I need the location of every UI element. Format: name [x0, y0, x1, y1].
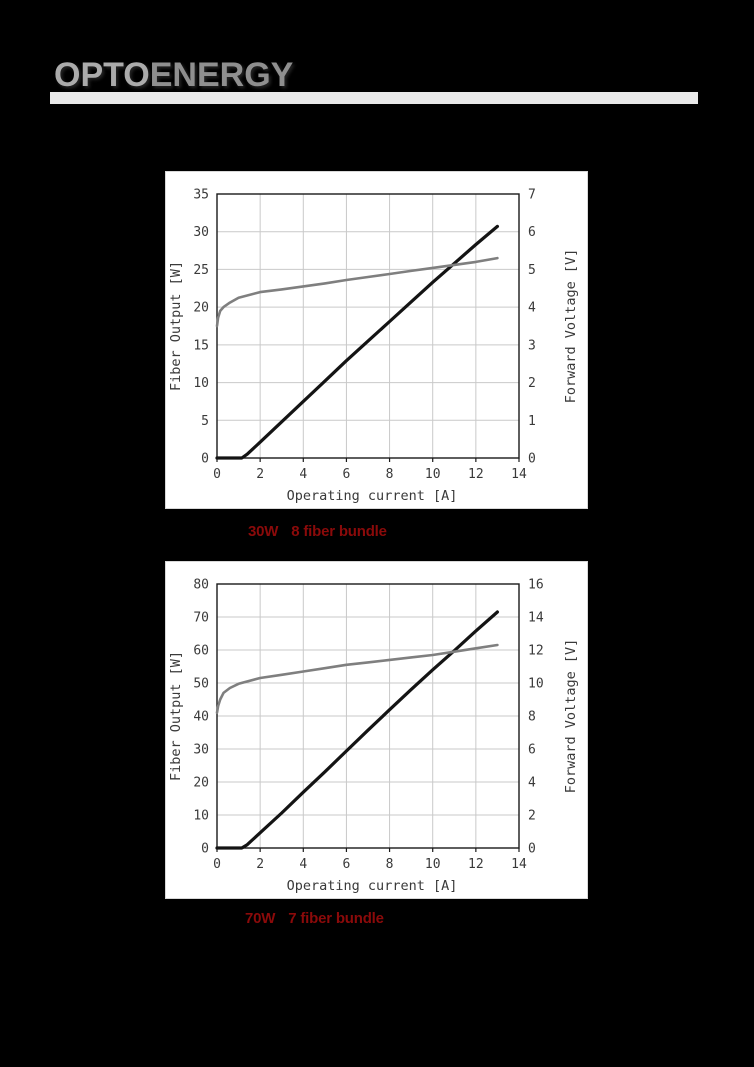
svg-text:5: 5 — [528, 263, 536, 278]
svg-text:3: 3 — [528, 338, 536, 353]
caption-bundle-type: 7 fiber bundle — [288, 910, 384, 927]
svg-text:30: 30 — [193, 225, 209, 240]
svg-text:16: 16 — [528, 578, 544, 593]
svg-text:2: 2 — [528, 809, 536, 824]
caption-30w-bundle: 30W 8 fiber bundle — [248, 523, 387, 540]
svg-text:6: 6 — [528, 225, 536, 240]
svg-text:12: 12 — [468, 467, 484, 482]
svg-text:1: 1 — [528, 414, 536, 429]
svg-text:2: 2 — [256, 857, 264, 872]
logo-text-opto: OPTO — [54, 56, 150, 94]
svg-text:4: 4 — [299, 857, 307, 872]
svg-text:2: 2 — [256, 467, 264, 482]
svg-text:4: 4 — [299, 467, 307, 482]
svg-text:4: 4 — [528, 301, 536, 316]
svg-text:0: 0 — [528, 452, 536, 467]
svg-text:7: 7 — [528, 188, 536, 203]
svg-text:10: 10 — [193, 809, 209, 824]
svg-text:Operating current [A]: Operating current [A] — [287, 488, 458, 504]
svg-text:4: 4 — [528, 776, 536, 791]
chart-panel-30w: 0 2 4 6 8 10 12 14 0 5 10 15 20 25 30 35 0 1 2 3 4 5 6 7 Operati… — [165, 171, 588, 509]
svg-text:Fiber Output [W]: Fiber Output [W] — [168, 651, 184, 781]
svg-text:40: 40 — [193, 710, 209, 725]
svg-text:80: 80 — [193, 578, 209, 593]
svg-text:6: 6 — [343, 467, 351, 482]
logo-text-energy: ENERGY — [149, 56, 294, 94]
svg-text:12: 12 — [468, 857, 484, 872]
svg-text:8: 8 — [528, 710, 536, 725]
svg-text:8: 8 — [386, 467, 394, 482]
svg-text:6: 6 — [343, 857, 351, 872]
svg-text:0: 0 — [201, 452, 209, 467]
svg-text:Fiber Output [W]: Fiber Output [W] — [168, 261, 184, 391]
svg-text:0: 0 — [201, 842, 209, 857]
svg-text:Forward Voltage [V]: Forward Voltage [V] — [563, 639, 579, 793]
svg-text:Forward Voltage [V]: Forward Voltage [V] — [563, 249, 579, 403]
svg-text:35: 35 — [193, 188, 209, 203]
svg-text:20: 20 — [193, 301, 209, 316]
svg-text:10: 10 — [425, 467, 441, 482]
chart-panel-70w: 0 2 4 6 8 10 12 14 0 10 20 30 40 50 60 70 80 0 2 4 6 8 10 12 14 1… — [165, 561, 588, 899]
svg-text:25: 25 — [193, 263, 209, 278]
svg-text:8: 8 — [386, 857, 394, 872]
svg-text:12: 12 — [528, 644, 544, 659]
svg-text:0: 0 — [213, 857, 221, 872]
svg-text:60: 60 — [193, 644, 209, 659]
svg-text:70: 70 — [193, 611, 209, 626]
caption-70w-bundle: 70W 7 fiber bundle — [245, 910, 384, 927]
svg-text:2: 2 — [528, 376, 536, 391]
svg-text:0: 0 — [213, 467, 221, 482]
svg-text:10: 10 — [193, 376, 209, 391]
svg-text:14: 14 — [511, 467, 527, 482]
svg-text:Operating current [A]: Operating current [A] — [287, 878, 458, 894]
svg-text:14: 14 — [511, 857, 527, 872]
caption-bundle-type: 8 fiber bundle — [291, 523, 387, 540]
li-vi-chart-70w: 0 2 4 6 8 10 12 1401020304050607080024681012141… — [168, 578, 579, 895]
svg-text:14: 14 — [528, 611, 544, 626]
svg-text:10: 10 — [425, 857, 441, 872]
svg-text:5: 5 — [201, 414, 209, 429]
svg-text:20: 20 — [193, 776, 209, 791]
li-vi-chart-30w: 0 2 4 6 8 10 12 140510152025303501234567Operati… — [168, 188, 579, 505]
svg-text:30: 30 — [193, 743, 209, 758]
caption-power-rating: 70W — [245, 910, 276, 927]
svg-text:10: 10 — [528, 677, 544, 692]
logo-underline-bar — [50, 92, 698, 104]
svg-text:0: 0 — [528, 842, 536, 857]
svg-text:6: 6 — [528, 743, 536, 758]
svg-text:15: 15 — [193, 338, 209, 353]
svg-text:50: 50 — [193, 677, 209, 692]
optoenergy-logo: OPTOENERGY — [54, 58, 293, 92]
caption-power-rating: 30W — [248, 523, 279, 540]
